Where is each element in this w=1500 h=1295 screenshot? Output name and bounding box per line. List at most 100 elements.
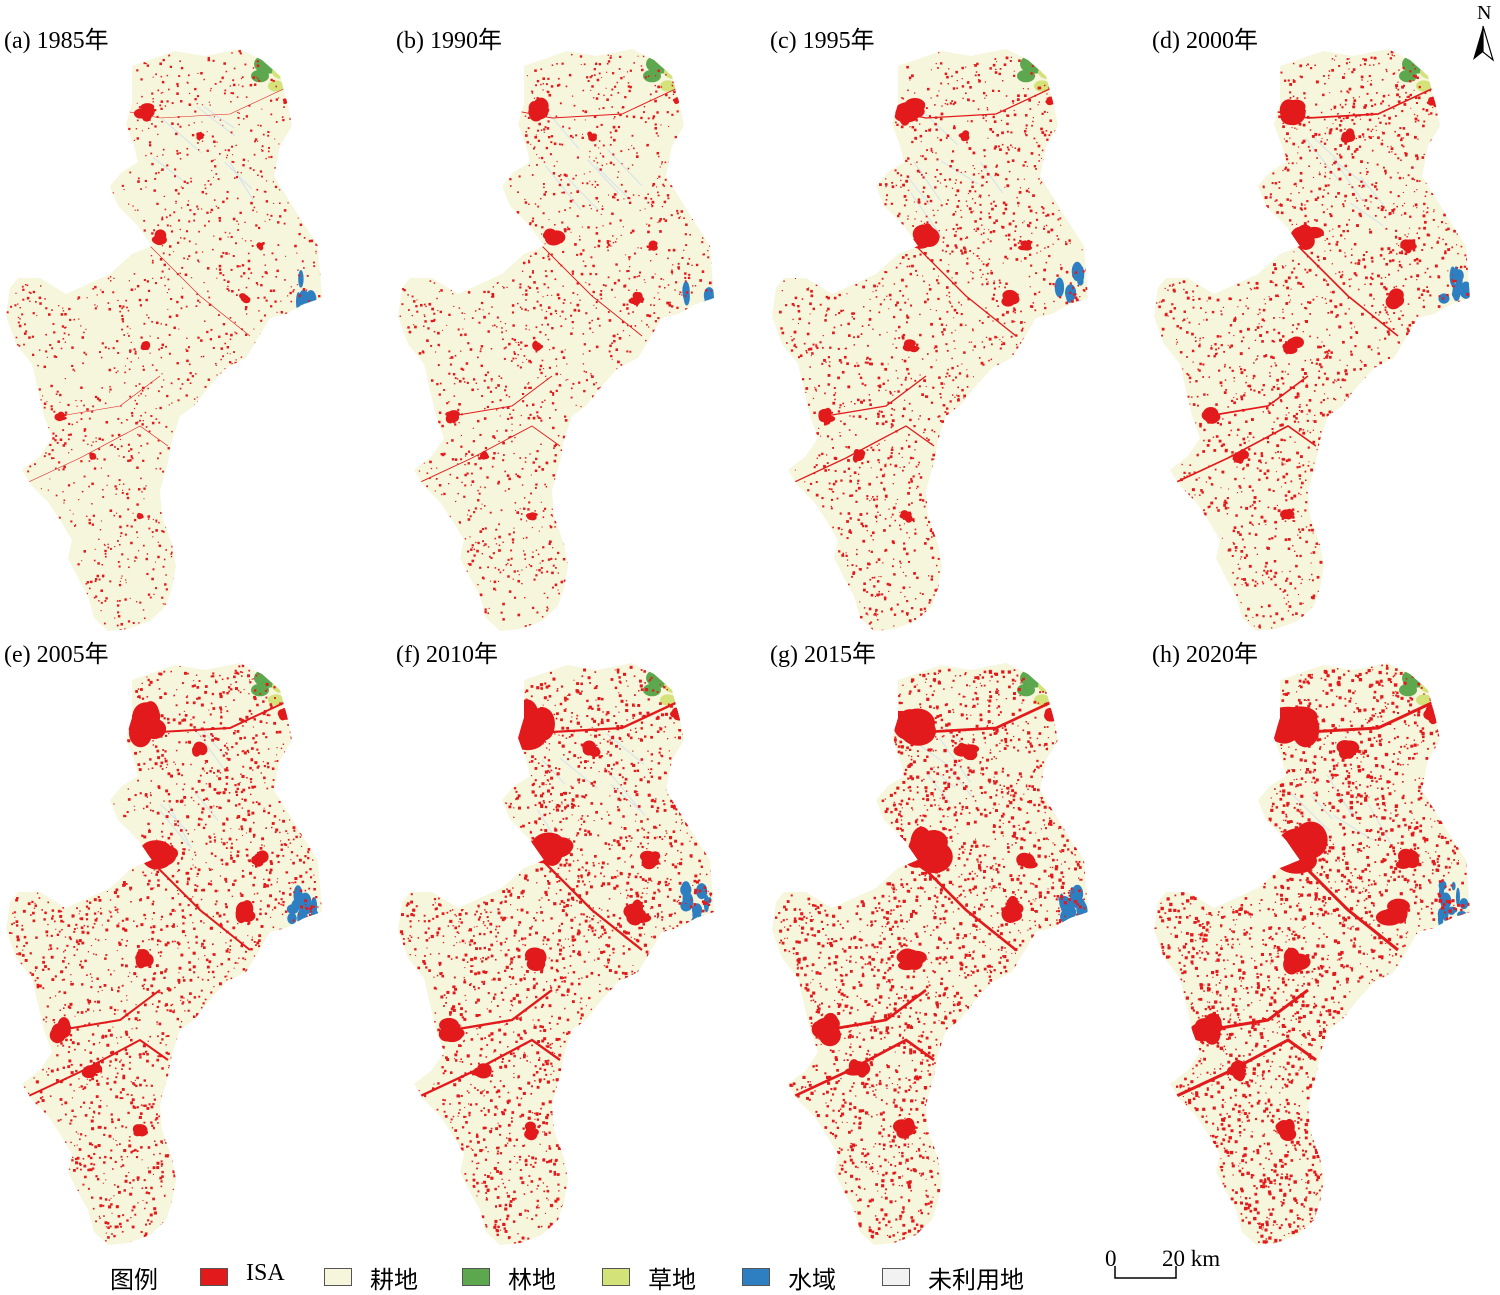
isa-pixel: [1007, 146, 1009, 148]
isa-pixel: [876, 477, 878, 479]
isa-pixel: [1429, 294, 1431, 296]
isa-pixel: [1360, 181, 1362, 183]
isa-pixel: [1438, 226, 1439, 227]
isa-pixel: [916, 211, 917, 212]
isa-pixel: [81, 336, 84, 339]
isa-pixel: [583, 353, 584, 354]
isa-pixel: [28, 336, 30, 338]
isa-pixel: [494, 581, 497, 584]
isa-pixel: [884, 271, 886, 273]
isa-pixel: [914, 137, 917, 140]
isa-pixel: [586, 379, 588, 381]
isa-pixel: [34, 463, 36, 465]
isa-pixel: [1195, 422, 1196, 423]
isa-pixel: [882, 474, 885, 477]
isa-pixel: [541, 567, 543, 569]
isa-pixel: [1285, 520, 1287, 522]
isa-pixel: [521, 415, 522, 416]
isa-pixel: [966, 201, 967, 202]
isa-pixel: [928, 418, 930, 420]
isa-pixel: [510, 417, 512, 419]
isa-pixel: [916, 577, 918, 579]
isa-pixel: [884, 368, 887, 371]
cropland-area: [772, 49, 1088, 631]
isa-pixel: [256, 211, 257, 212]
isa-pixel: [297, 269, 298, 270]
isa-pixel: [1015, 147, 1017, 149]
isa-pixel: [990, 203, 992, 205]
isa-pixel: [126, 582, 127, 583]
isa-pixel: [983, 149, 985, 151]
isa-pixel: [553, 193, 555, 195]
isa-pixel: [1279, 187, 1281, 189]
isa-pixel: [895, 503, 896, 504]
isa-pixel: [525, 461, 526, 462]
isa-pixel: [493, 452, 496, 455]
isa-pixel: [528, 204, 529, 205]
isa-pixel: [589, 151, 590, 152]
isa-pixel: [152, 98, 153, 99]
isa-pixel: [1183, 319, 1185, 321]
isa-pixel: [1299, 179, 1302, 182]
isa-pixel: [589, 171, 590, 172]
isa-pixel: [1308, 146, 1310, 148]
isa-pixel: [619, 270, 620, 271]
isa-pixel: [53, 457, 55, 459]
isa-pixel: [1349, 285, 1351, 287]
isa-pixel: [1006, 95, 1008, 97]
isa-pixel: [536, 326, 538, 328]
isa-pixel: [466, 472, 468, 474]
isa-pixel: [598, 201, 599, 202]
isa-pixel: [891, 448, 894, 451]
isa-pixel: [1208, 355, 1210, 357]
isa-pixel: [875, 516, 877, 518]
isa-pixel: [1016, 197, 1017, 198]
isa-pixel: [137, 285, 139, 287]
isa-pixel: [611, 94, 613, 96]
isa-pixel: [236, 145, 237, 146]
isa-pixel: [117, 600, 119, 602]
isa-pixel: [519, 175, 521, 177]
isa-pixel: [1447, 270, 1448, 271]
isa-pixel: [1342, 271, 1343, 272]
isa-pixel: [424, 316, 426, 318]
isa-pixel: [1270, 280, 1273, 283]
isa-pixel: [847, 559, 848, 560]
isa-pixel: [1038, 104, 1039, 105]
isa-pixel: [1033, 302, 1035, 304]
isa-pixel: [608, 311, 610, 313]
isa-pixel: [253, 329, 254, 330]
isa-pixel: [544, 243, 545, 244]
isa-pixel: [856, 565, 858, 567]
isa-pixel: [169, 254, 171, 256]
isa-pixel: [274, 167, 276, 169]
isa-pixel: [104, 600, 106, 602]
isa-pixel: [208, 297, 210, 299]
isa-pixel: [602, 225, 603, 226]
isa-pixel: [1285, 499, 1287, 501]
isa-pixel: [815, 345, 817, 347]
isa-pixel: [164, 196, 165, 197]
isa-pixel: [1266, 547, 1268, 549]
isa-pixel: [1232, 572, 1234, 574]
isa-pixel: [39, 349, 40, 350]
isa-pixel: [979, 320, 981, 322]
isa-pixel: [512, 338, 514, 340]
isa-pixel: [858, 474, 859, 475]
isa-pixel: [161, 76, 163, 78]
isa-pixel: [572, 328, 573, 329]
isa-pixel: [481, 365, 483, 367]
isa-pixel: [870, 318, 871, 319]
isa-pixel: [520, 508, 521, 509]
isa-pixel: [102, 489, 104, 491]
isa-pixel: [497, 384, 500, 387]
isa-pixel: [87, 581, 89, 583]
isa-pixel: [1289, 83, 1292, 86]
isa-pixel: [95, 441, 96, 442]
isa-pixel: [579, 236, 580, 237]
isa-pixel: [189, 103, 192, 106]
isa-pixel: [167, 224, 169, 226]
isa-pixel: [904, 360, 907, 363]
isa-pixel: [866, 280, 867, 281]
isa-pixel: [929, 284, 930, 285]
